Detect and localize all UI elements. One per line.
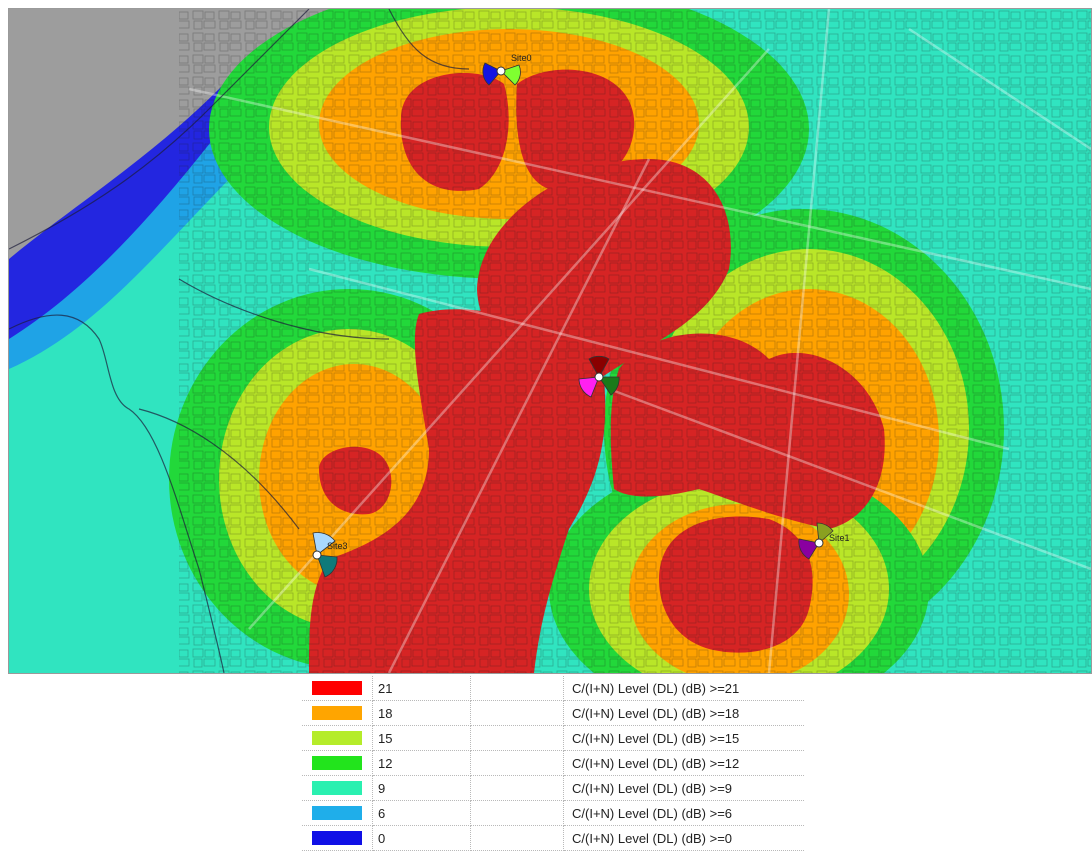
sector-icon: [816, 522, 834, 544]
sector-icon: [578, 376, 600, 398]
legend-description: C/(I+N) Level (DL) (dB) >=15: [563, 725, 804, 751]
legend-row: 6 C/(I+N) Level (DL) (dB) >=6: [302, 800, 804, 826]
legend-empty-cell: [470, 800, 564, 826]
legend-swatch: [312, 681, 362, 695]
legend-swatch-cell: [302, 800, 373, 826]
legend-empty-cell: [470, 825, 564, 851]
legend-value: 12: [372, 750, 471, 776]
legend-description: C/(I+N) Level (DL) (dB) >=9: [563, 775, 804, 801]
site-label: Site1: [829, 533, 850, 543]
sector-icon: [316, 554, 338, 578]
site-left[interactable]: Site3: [312, 532, 348, 578]
legend-value: 0: [372, 825, 471, 851]
legend-empty-cell: [470, 775, 564, 801]
legend-swatch-cell: [302, 725, 373, 751]
legend-value: 21: [372, 676, 471, 701]
site-marker-icon: [312, 550, 322, 560]
legend-swatch: [312, 831, 362, 845]
legend-row: 0 C/(I+N) Level (DL) (dB) >=0: [302, 825, 804, 851]
legend-table: 21 C/(I+N) Level (DL) (dB) >=21 18 C/(I+N) …: [302, 676, 804, 851]
legend-body: 21 C/(I+N) Level (DL) (dB) >=21 18 C/(I+N) …: [302, 676, 804, 851]
legend-value: 15: [372, 725, 471, 751]
legend-empty-cell: [470, 750, 564, 776]
legend-swatch-cell: [302, 775, 373, 801]
legend-swatch: [312, 706, 362, 720]
site-marker-icon: [814, 538, 824, 548]
legend-empty-cell: [470, 725, 564, 751]
legend-swatch-cell: [302, 700, 373, 726]
site-marker-icon: [496, 66, 506, 76]
sector-icon: [598, 376, 620, 396]
legend-row: 18 C/(I+N) Level (DL) (dB) >=18: [302, 700, 804, 726]
legend-swatch-cell: [302, 750, 373, 776]
legend-value: 9: [372, 775, 471, 801]
legend-row: 12 C/(I+N) Level (DL) (dB) >=12: [302, 750, 804, 776]
legend-description: C/(I+N) Level (DL) (dB) >=0: [563, 825, 804, 851]
legend-empty-cell: [470, 676, 564, 701]
legend-description: C/(I+N) Level (DL) (dB) >=12: [563, 750, 804, 776]
sector-icon: [482, 62, 502, 86]
coverage-layer: [9, 9, 1091, 673]
site-label: Site3: [327, 541, 348, 551]
legend-swatch: [312, 756, 362, 770]
site-top[interactable]: Site0: [482, 53, 532, 86]
site-right[interactable]: Site1: [798, 522, 850, 560]
legend-swatch: [312, 806, 362, 820]
legend-row: 21 C/(I+N) Level (DL) (dB) >=21: [302, 676, 804, 701]
coverage-map[interactable]: Site0 Site3 Site1: [8, 8, 1092, 674]
legend-row: 9 C/(I+N) Level (DL) (dB) >=9: [302, 775, 804, 801]
sector-icon: [798, 538, 820, 560]
legend-swatch-cell: [302, 676, 373, 701]
sector-icon: [312, 532, 336, 556]
legend-swatch: [312, 781, 362, 795]
site-label: Site0: [511, 53, 532, 63]
sector-icon: [588, 355, 610, 378]
legend-description: C/(I+N) Level (DL) (dB) >=6: [563, 800, 804, 826]
legend-empty-cell: [470, 700, 564, 726]
legend-swatch-cell: [302, 825, 373, 851]
legend-value: 6: [372, 800, 471, 826]
legend-value: 18: [372, 700, 471, 726]
legend-swatch: [312, 731, 362, 745]
site-marker-icon: [594, 372, 604, 382]
legend-row: 15 C/(I+N) Level (DL) (dB) >=15: [302, 725, 804, 751]
site-center[interactable]: [578, 355, 620, 398]
legend-description: C/(I+N) Level (DL) (dB) >=18: [563, 700, 804, 726]
legend-description: C/(I+N) Level (DL) (dB) >=21: [563, 676, 804, 701]
sector-icon: [500, 64, 521, 86]
